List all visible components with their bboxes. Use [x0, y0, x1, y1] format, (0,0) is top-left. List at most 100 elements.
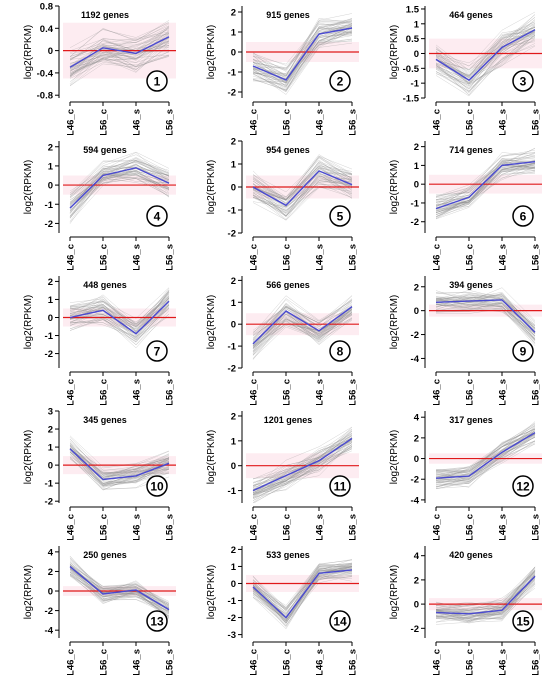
y-tick-label: -1: [228, 342, 237, 353]
y-tick-label: 2: [231, 545, 236, 556]
gene-trace: [252, 156, 353, 201]
x-tick-label: L46_c: [249, 514, 260, 540]
y-tick-label: -1: [228, 68, 237, 79]
gene-trace: [435, 171, 536, 219]
gene-trace: [69, 40, 170, 64]
gene-trace: [435, 27, 536, 78]
gene-trace: [69, 564, 170, 606]
gene-traces: [69, 555, 170, 620]
y-tick-label: -1: [411, 198, 420, 209]
gene-trace: [252, 430, 353, 487]
y-tick-label: 1: [231, 160, 237, 171]
y-tick-label: -2: [228, 364, 236, 375]
gene-trace: [69, 297, 170, 328]
panel-number: 8: [337, 345, 344, 359]
y-tick-label: -1: [228, 206, 237, 217]
x-tick-label: L56_c: [282, 244, 293, 270]
x-tick-label: L46_s: [315, 109, 326, 135]
gene-trace: [252, 562, 353, 609]
gene-count-label: 1201 genes: [264, 415, 313, 425]
cluster-chart-11: 2 1 0 -1 log2(RPKM) L46_c L56_c L46_s L56_s 1201 …: [206, 411, 359, 540]
x-tick-label: L46_c: [249, 109, 260, 135]
cluster-chart-2: 2 1 0 -1 -2 log2(RPKM) L46_c L56_c L46_s L56_s 915…: [206, 6, 359, 135]
y-tick-label: 0.8: [40, 2, 53, 13]
y-tick-label: 2: [48, 425, 53, 436]
panel-number-badge: [512, 610, 534, 632]
x-tick-label: L46_c: [432, 649, 443, 675]
gene-trace: [69, 27, 170, 57]
gene-trace: [435, 437, 536, 483]
gene-count-label: 714 genes: [449, 145, 493, 155]
y-tick-label: 0.5: [406, 34, 420, 45]
y-tick-label: -1: [45, 479, 54, 490]
y-tick-label: 2: [231, 8, 236, 19]
gene-trace: [253, 450, 353, 503]
x-tick-label: L46_s: [132, 514, 143, 540]
gene-trace: [252, 303, 353, 343]
y-tick-label: 0: [48, 181, 53, 192]
gene-trace: [69, 307, 170, 345]
panel-number-badge: [512, 475, 534, 497]
x-tick-label: L56_s: [165, 514, 176, 540]
gene-count-label: 394 genes: [449, 280, 493, 290]
cluster-panel-12: 4 2 0 -2 -4 log2(RPKM) L46_c L56_c L46_s L56_s 317…: [366, 405, 549, 540]
gene-trace: [435, 23, 536, 79]
panel-number-badge: [329, 610, 351, 632]
gene-trace: [69, 444, 170, 478]
x-tick-label: L46_s: [315, 649, 326, 675]
gene-trace: [69, 174, 170, 205]
gene-trace: [252, 314, 353, 353]
gene-count-label: 345 genes: [83, 415, 127, 425]
mean-line: [69, 300, 170, 335]
gene-trace: [69, 451, 170, 484]
gene-count-label: 317 genes: [449, 415, 493, 425]
gene-trace: [252, 309, 353, 356]
gene-trace: [69, 20, 170, 57]
y-axis-label: log2(RPKM): [389, 295, 400, 349]
gene-trace: [252, 428, 353, 480]
gene-trace: [69, 304, 170, 342]
gene-trace: [435, 17, 536, 71]
gene-trace: [435, 577, 536, 624]
y-tick-label: 0: [414, 454, 419, 465]
cluster-chart-4: 2 1 0 -1 -2 log2(RPKM) L46_c L56_c L46_s L56_s 594…: [23, 141, 176, 270]
panel-number-badge: [329, 70, 351, 92]
y-tick-label: -2: [228, 88, 236, 99]
gene-trace: [435, 30, 536, 80]
y-tick-label: 0: [48, 461, 53, 472]
gene-trace: [252, 31, 353, 91]
panel-number: 1: [154, 75, 161, 89]
x-tick-label: L46_c: [249, 379, 260, 405]
y-tick-label: -4: [411, 354, 420, 365]
gene-trace: [435, 32, 536, 71]
gene-trace: [435, 303, 536, 340]
y-tick-label: 0: [414, 49, 419, 60]
y-tick-label: 1: [414, 19, 420, 30]
gene-trace: [435, 34, 536, 95]
y-tick-label: 0: [48, 313, 53, 324]
cluster-chart-6: 2 1 0 -1 -2 log2(RPKM) L46_c L56_c L46_s L56_s 714…: [389, 141, 542, 270]
x-tick-label: L56_c: [99, 514, 110, 540]
gene-trace: [435, 166, 536, 217]
x-tick-label: L46_s: [132, 649, 143, 675]
y-tick-label: 2: [231, 276, 236, 287]
panel-number: 13: [150, 615, 164, 629]
y-tick-label: -4: [45, 626, 54, 637]
y-axis-label: log2(RPKM): [206, 565, 217, 619]
gene-trace: [252, 446, 353, 500]
y-tick-label: 2: [414, 282, 419, 293]
cluster-panel-13: 4 2 0 -2 -4 log2(RPKM) L46_c L56_c L46_s L56_s 250…: [0, 540, 183, 675]
gene-trace: [435, 436, 536, 484]
y-tick-label: 0: [414, 306, 419, 317]
gene-trace: [69, 55, 170, 79]
x-tick-label: L56_s: [531, 649, 542, 675]
y-tick-label: -1: [45, 331, 54, 342]
gene-trace: [435, 302, 536, 344]
x-tick-label: L56_c: [465, 514, 476, 540]
x-tick-label: L56_s: [348, 244, 359, 270]
gene-count-label: 1192 genes: [81, 10, 129, 20]
y-tick-label: -1: [228, 596, 237, 607]
gene-trace: [435, 32, 536, 76]
x-tick-label: L56_c: [465, 109, 476, 135]
y-tick-label: -1: [411, 79, 420, 90]
